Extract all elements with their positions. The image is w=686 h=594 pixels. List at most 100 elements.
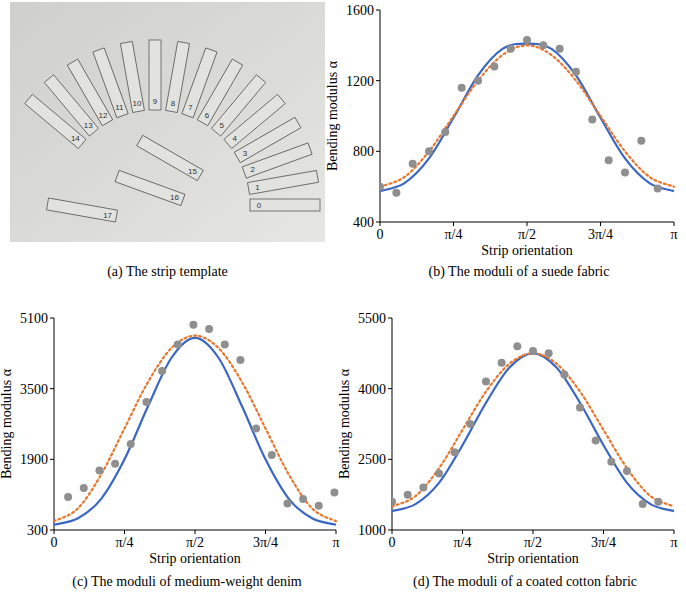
chart-panel: 3001900350051000π/4π/23π/4πStrip orienta…: [0, 311, 340, 566]
data-point: [607, 458, 615, 466]
data-point: [592, 436, 600, 444]
x-tick: [527, 222, 528, 226]
data-point: [330, 488, 338, 496]
data-point: [588, 116, 596, 124]
x-tick: [453, 222, 454, 226]
y-tick: [388, 459, 392, 460]
data-point: [639, 500, 647, 508]
x-tick-label: π: [332, 535, 339, 550]
y-tick-label: 5500: [358, 311, 386, 326]
strip: [25, 94, 86, 148]
data-point: [498, 359, 506, 367]
panel-caption: (a) The strip template: [107, 264, 228, 280]
strip-label: 1: [255, 183, 260, 192]
y-tick: [50, 459, 54, 460]
strip-label: 8: [171, 99, 176, 108]
strip-label: 17: [103, 211, 112, 220]
fit-curve: [380, 45, 674, 186]
y-tick-label: 1900: [20, 452, 48, 467]
y-tick: [50, 388, 54, 389]
data-point: [513, 342, 521, 350]
data-point: [221, 341, 229, 349]
y-tick-label: 3500: [20, 382, 48, 397]
data-point: [189, 321, 197, 329]
data-point: [482, 378, 490, 386]
y-tick: [376, 80, 380, 81]
fit-curve: [54, 336, 336, 522]
data-point: [205, 325, 213, 333]
x-tick: [533, 530, 534, 534]
data-point: [441, 128, 449, 136]
y-tick: [388, 318, 392, 319]
x-tick-label: 3π/4: [588, 227, 613, 242]
data-point: [507, 45, 515, 53]
x-tick-label: π/2: [524, 535, 542, 550]
x-tick: [195, 530, 196, 534]
strip-outline: [149, 40, 161, 110]
data-point: [315, 502, 323, 510]
data-point: [236, 356, 244, 364]
strip-label: 9: [153, 97, 158, 106]
data-point: [142, 398, 150, 406]
y-tick-label: 2500: [358, 452, 386, 467]
data-point: [283, 500, 291, 508]
chart-panel: 10002500400055000π/4π/23π/4πStrip orient…: [337, 311, 678, 566]
y-tick-label: 400: [353, 215, 374, 230]
strip: [115, 170, 185, 205]
panel-caption: (d) The moduli of a coated cotton fabric: [413, 574, 637, 590]
y-tick-label: 1600: [346, 3, 374, 18]
data-point: [572, 68, 580, 76]
x-tick: [124, 530, 125, 534]
x-tick: [265, 530, 266, 534]
y-axis-title: Bending modulus α: [337, 368, 352, 479]
data-point: [458, 84, 466, 92]
chart-panel: 400800120016000π/4π/23π/4πStrip orientat…: [325, 3, 678, 258]
plot-area: [380, 36, 674, 197]
y-tick: [376, 10, 380, 11]
data-point: [404, 491, 412, 499]
x-axis-title: Strip orientation: [481, 243, 572, 258]
fit-curve: [392, 353, 674, 511]
strip-label: 10: [132, 99, 141, 108]
data-point: [435, 469, 443, 477]
strip-label: 4: [232, 134, 237, 143]
strip-outline: [250, 199, 320, 211]
strip-label: 7: [188, 103, 193, 112]
data-point: [425, 147, 433, 155]
x-tick: [603, 530, 604, 534]
y-tick: [376, 222, 380, 223]
y-tick-label: 5100: [20, 311, 48, 326]
y-tick-label: 1200: [346, 74, 374, 89]
data-point: [409, 160, 417, 168]
data-point: [268, 451, 276, 459]
y-tick-label: 1000: [358, 523, 386, 538]
data-point: [392, 189, 400, 197]
data-point: [556, 45, 564, 53]
data-point: [654, 498, 662, 506]
x-tick: [380, 222, 381, 226]
strip-label: 6: [205, 111, 210, 120]
data-point: [466, 420, 474, 428]
data-point: [490, 63, 498, 71]
x-tick-label: 0: [389, 535, 396, 550]
strip-label: 3: [243, 149, 248, 158]
data-point: [621, 169, 629, 177]
strip: [250, 199, 320, 211]
data-point: [560, 371, 568, 379]
strip-outline: [46, 198, 117, 222]
data-point: [64, 493, 72, 501]
y-tick-label: 300: [27, 523, 48, 538]
data-point: [299, 495, 307, 503]
x-tick: [600, 222, 601, 226]
strip-outline: [115, 170, 185, 205]
data-point: [539, 41, 547, 49]
strip-outline: [137, 135, 204, 180]
strip: [149, 40, 161, 110]
data-point: [451, 448, 459, 456]
data-point: [623, 467, 631, 475]
photo-background: [10, 2, 325, 242]
strip: [137, 135, 204, 180]
data-point: [174, 341, 182, 349]
y-tick: [50, 530, 54, 531]
data-point: [654, 184, 662, 192]
